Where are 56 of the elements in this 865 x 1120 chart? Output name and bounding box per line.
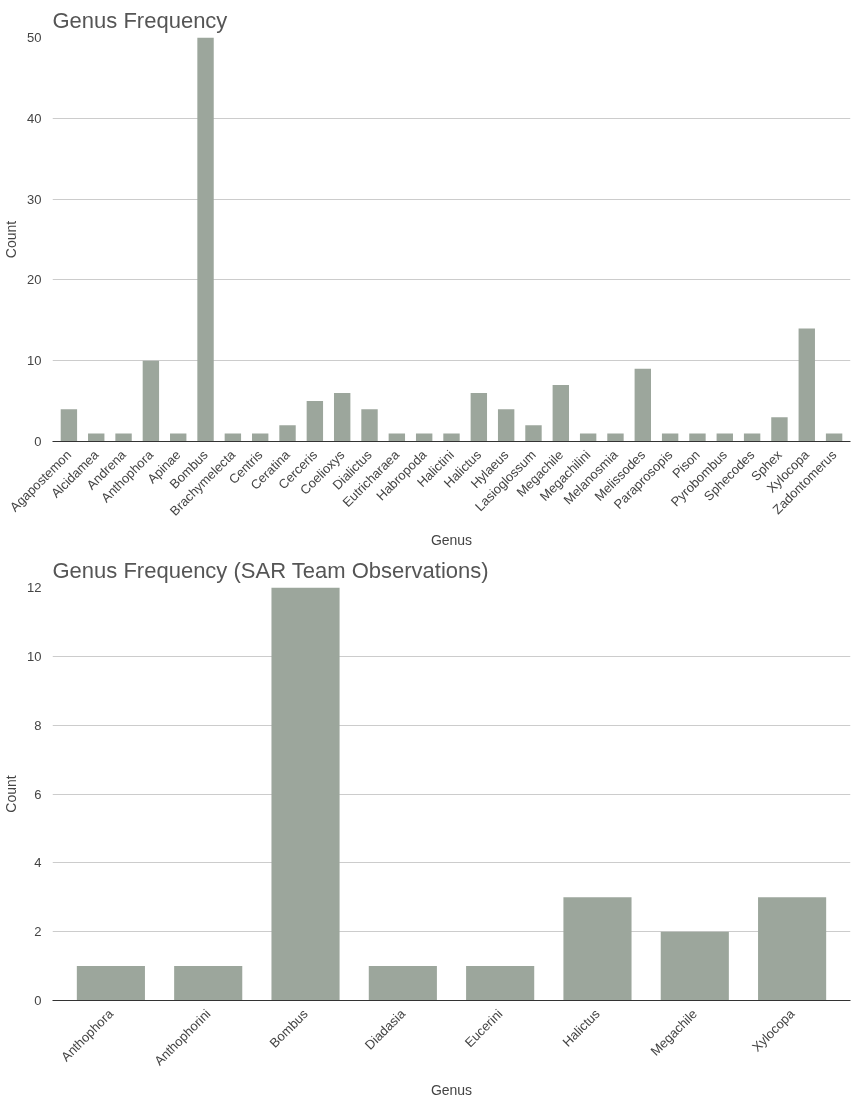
bar: [758, 897, 827, 1001]
bar: [333, 393, 351, 442]
y-tick-label: 6: [34, 786, 42, 802]
bar: [271, 587, 340, 1001]
y-tick-label: 40: [27, 110, 42, 126]
bar: [88, 433, 105, 442]
y-tick-label: 4: [34, 855, 42, 871]
bar: [552, 384, 570, 442]
bar: [579, 433, 597, 442]
bar: [197, 37, 214, 442]
bar: [634, 368, 651, 442]
bar: [660, 931, 729, 1001]
y-tick-label: 10: [27, 648, 42, 664]
x-axis-title: Genus: [430, 531, 473, 548]
bar: [497, 409, 515, 442]
y-tick-label: 12: [27, 580, 42, 595]
bar: [224, 433, 242, 442]
y-axis-title: Count: [3, 220, 20, 259]
y-tick-label: 0: [34, 434, 42, 449]
bar: [368, 966, 437, 1001]
bar: [525, 425, 542, 442]
bar: [60, 409, 78, 442]
y-tick-label: 10: [27, 353, 42, 369]
bar: [115, 433, 132, 442]
bar: [174, 966, 243, 1001]
bar: [306, 401, 324, 442]
bar: [142, 360, 160, 442]
bar: [661, 433, 679, 442]
y-tick-label: 20: [27, 272, 42, 288]
bar: [415, 433, 433, 442]
x-axis-title: Genus: [430, 1081, 473, 1098]
bar: [771, 417, 788, 442]
bar: [689, 433, 706, 442]
y-tick-label: 30: [27, 191, 42, 207]
y-tick-label: 0: [34, 993, 42, 1008]
y-tick-label: 2: [34, 924, 42, 940]
y-tick-label: 8: [34, 717, 42, 733]
bar: [798, 328, 815, 442]
y-axis-title: Count: [3, 775, 20, 813]
bar: [388, 433, 406, 442]
bar: [466, 966, 535, 1001]
y-tick-label: 50: [27, 30, 42, 45]
bar: [607, 433, 624, 442]
bar: [825, 433, 843, 442]
bar: [470, 393, 488, 442]
bar: [563, 897, 632, 1001]
bar: [361, 409, 378, 442]
bar: [170, 433, 187, 442]
bar: [76, 966, 145, 1001]
bar: [443, 433, 460, 442]
chart-title: Genus Frequency: [52, 7, 228, 33]
bar: [716, 433, 733, 442]
bar: [252, 433, 269, 442]
bar: [279, 425, 296, 442]
chart-title: Genus Frequency (SAR Team Observations): [52, 557, 489, 583]
bar: [743, 433, 761, 442]
